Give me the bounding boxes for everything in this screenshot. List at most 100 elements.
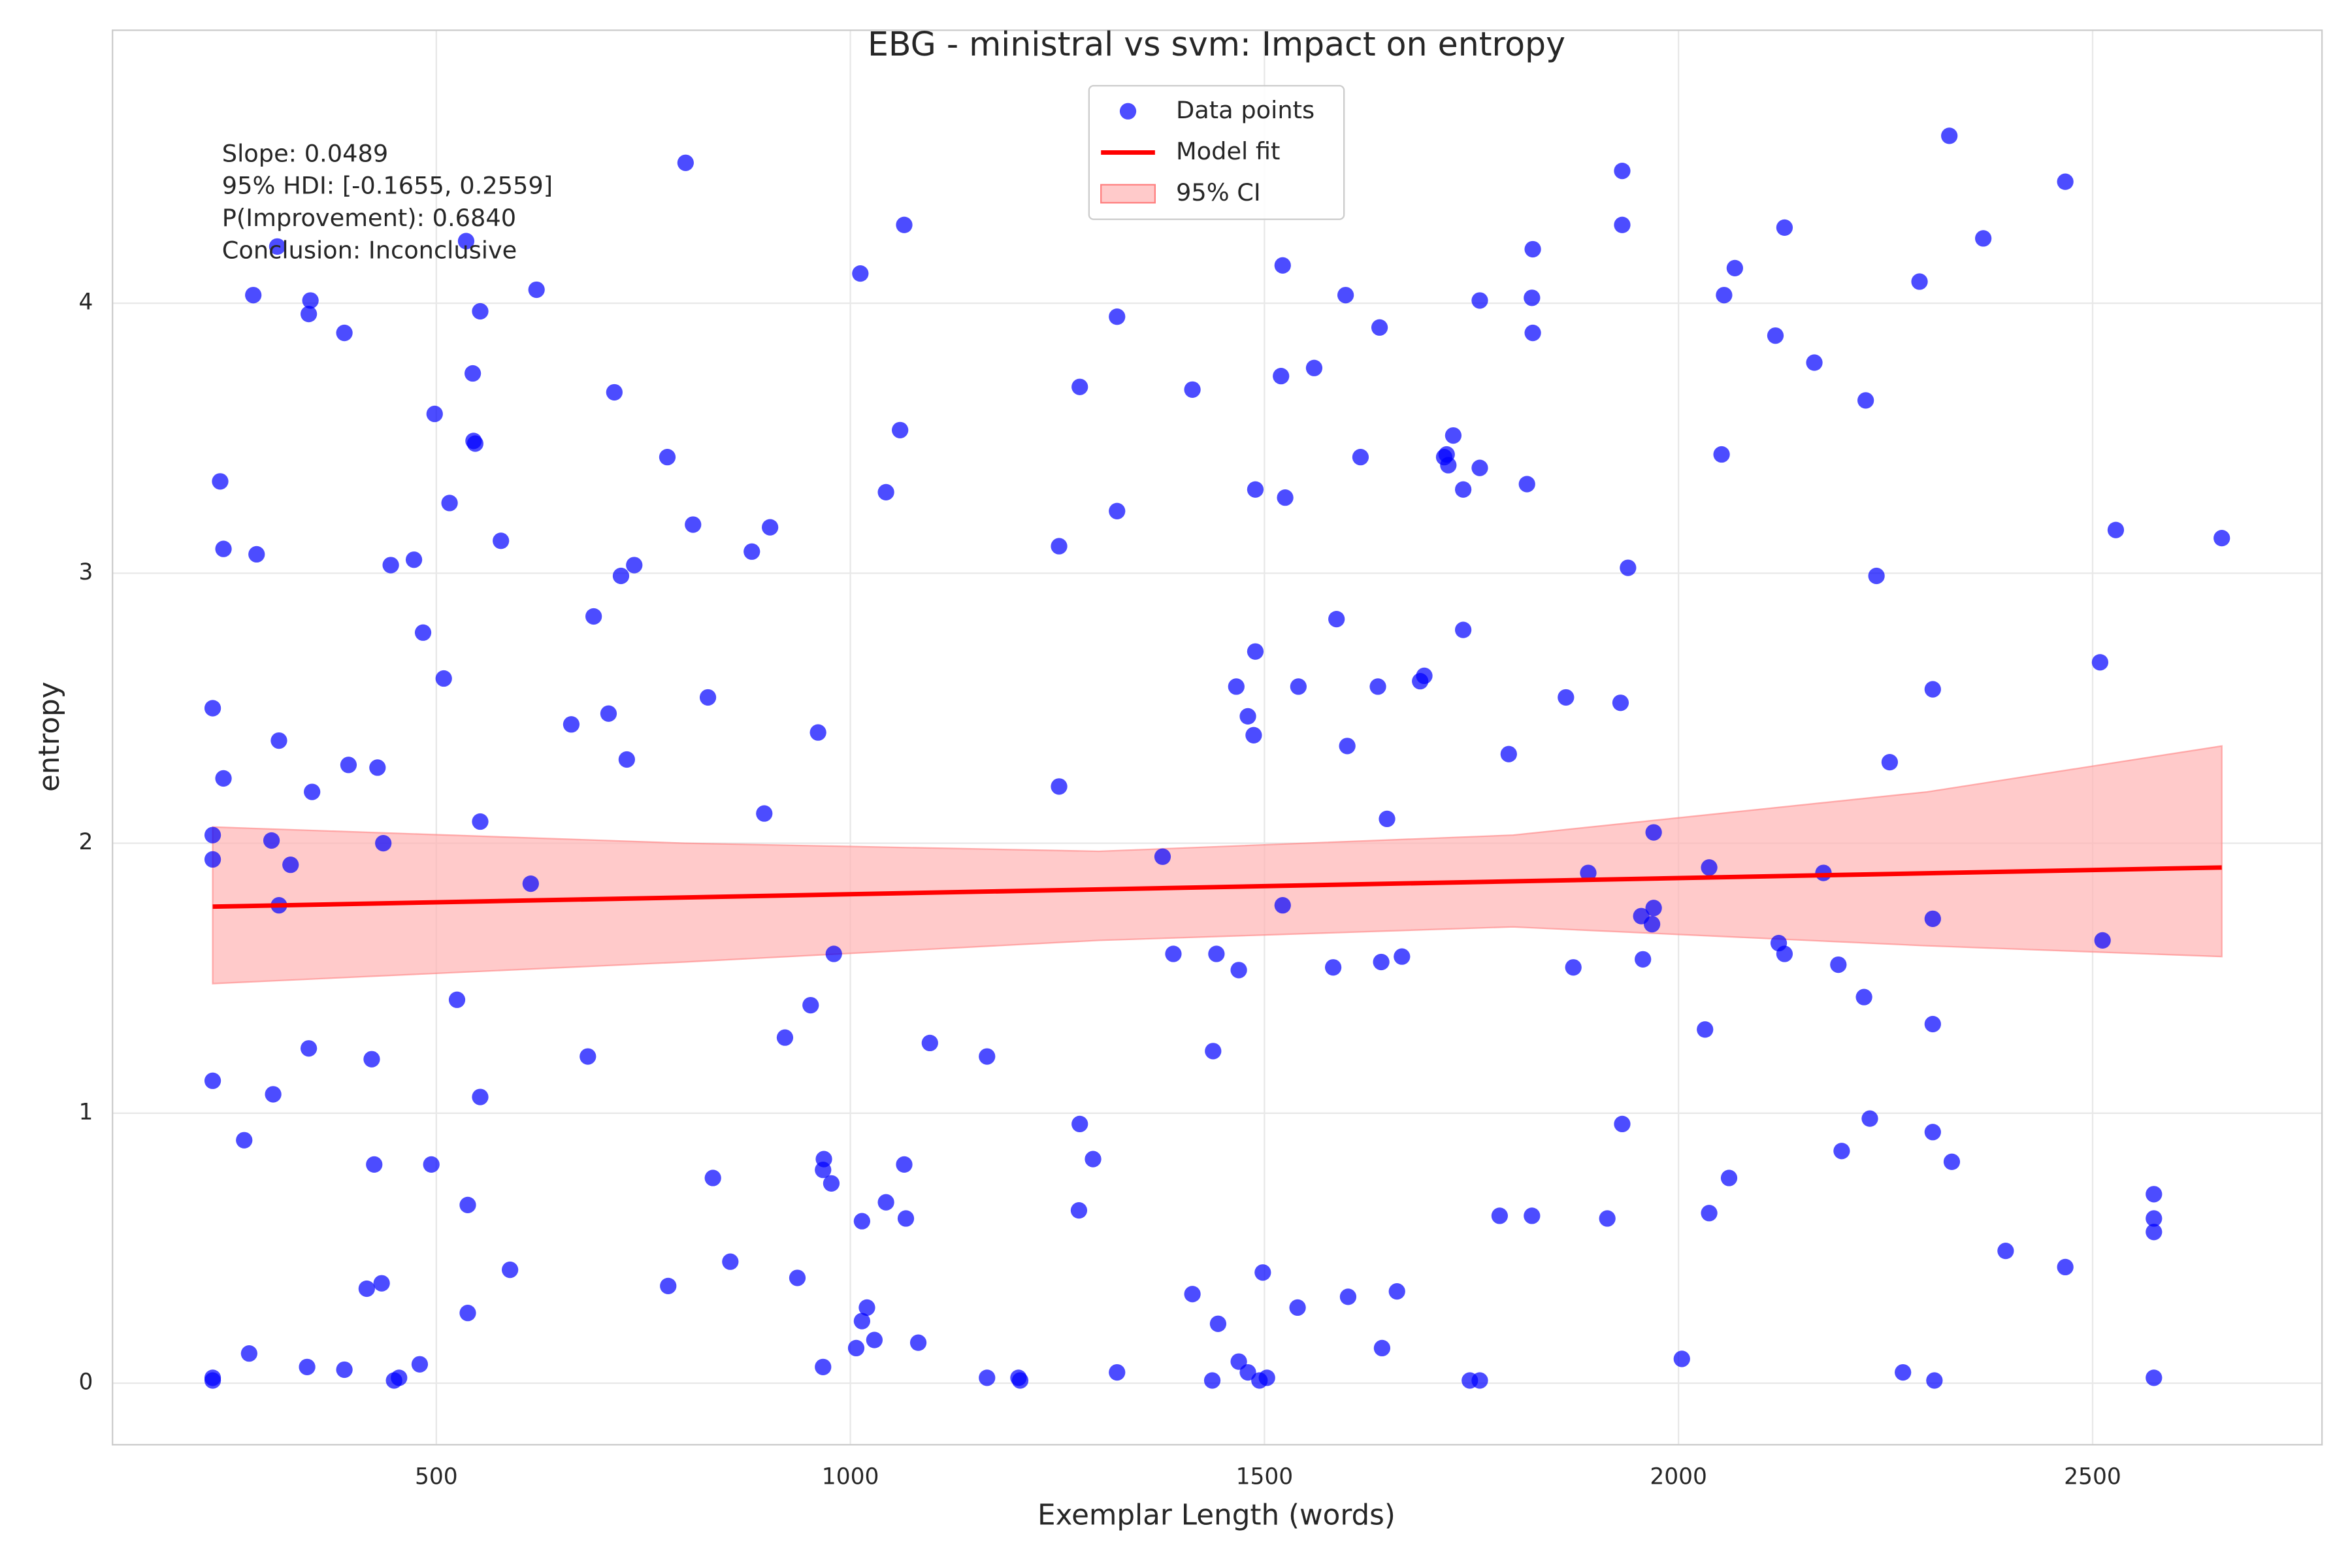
plot [204,127,2230,1389]
x-tick-label: 2000 [1650,1463,1707,1490]
data-point [1290,678,1307,695]
data-point [877,1194,894,1211]
data-point [1071,1115,1088,1133]
data-point [1071,378,1088,395]
data-point [336,1361,353,1379]
data-point [858,1299,875,1316]
fit-line [212,865,2222,909]
annotation-line: P(Improvement): 0.6840 [222,204,516,232]
y-tick-label: 3 [78,559,93,585]
data-point [528,281,545,299]
data-point [1614,216,1631,233]
data-point [1454,621,1472,638]
data-point [299,1358,316,1375]
data-point [269,238,286,255]
data-point [2107,521,2125,538]
data-point [1924,681,1941,698]
data-point [1205,1043,1222,1060]
data-point [789,1269,806,1286]
data-point [1806,354,1823,371]
data-point [1305,359,1323,376]
data-point [1373,953,1390,971]
data-point [302,292,319,309]
data-point [363,1051,380,1068]
data-point [677,154,694,171]
data-point [1518,476,1535,493]
data-point [2057,173,2074,190]
data-point [1247,643,1264,660]
data-point [896,216,913,233]
data-point [1258,1369,1275,1386]
data-point [1239,1364,1256,1381]
data-point [236,1132,253,1149]
data-point [472,813,489,830]
data-point [852,265,869,282]
data-point [776,1029,794,1046]
data-point [1524,289,1541,306]
data-point [1833,1143,1850,1160]
data-point [979,1048,996,1065]
data-point [2213,530,2230,547]
data-point [369,759,386,776]
data-point [459,1305,476,1322]
data-point [1701,1205,1718,1222]
data-point [1230,962,1247,979]
data-point [282,857,299,874]
data-point [600,705,617,722]
data-point [815,1358,832,1375]
legend-marker [1100,184,1156,204]
data-point [866,1331,883,1348]
data-point [660,1277,677,1294]
data-point [522,875,539,892]
x-tick-label: 1000 [822,1463,879,1490]
data-point [382,557,399,574]
data-point [1612,694,1629,711]
data-point [1855,988,1872,1005]
data-point [825,945,842,962]
data-point [1247,481,1264,498]
data-point [1379,810,1396,828]
data-point [300,1040,318,1057]
data-point [405,551,423,568]
data-point [373,1275,390,1292]
data-point [877,483,894,501]
data-point [1701,859,1718,876]
data-point [1645,900,1662,917]
data-point [1861,1110,1878,1127]
data-point [1580,864,1597,881]
legend: Data points Model fit 95% CI [1088,85,1345,220]
data-point [204,700,221,717]
legend-label: Model fit [1176,137,1280,165]
data-point [2146,1186,2163,1203]
data-point [659,449,676,466]
data-point [756,805,773,822]
data-point [1776,219,1793,237]
data-point [847,1339,865,1357]
data-point [897,1210,915,1227]
data-point [366,1156,383,1173]
data-point [215,770,232,787]
data-point [441,495,458,512]
data-point [909,1334,927,1351]
data-point [426,405,443,423]
data-point [1926,1372,1943,1389]
data-point [1645,824,1662,841]
y-tick-label: 0 [78,1369,93,1396]
data-point [1109,502,1126,519]
data-point [1924,910,1941,927]
data-point [979,1369,996,1386]
data-point [1371,319,1388,336]
data-point [1524,240,1541,258]
data-point [1524,324,1541,342]
data-point [1924,1015,1941,1033]
data-point [1614,162,1631,180]
data-point [762,519,779,536]
data-point [304,783,321,800]
data-point [1440,457,1457,474]
data-point [626,557,643,574]
annotation: Slope: 0.0489 95% HDI: [-0.1655, 0.2559] P… [222,139,553,264]
data-point [563,716,580,733]
data-point [1239,708,1256,725]
data-point [1767,327,1784,344]
data-point [375,834,392,852]
